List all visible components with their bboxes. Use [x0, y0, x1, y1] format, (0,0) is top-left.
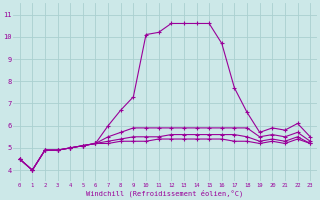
X-axis label: Windchill (Refroidissement éolien,°C): Windchill (Refroidissement éolien,°C): [86, 189, 244, 197]
